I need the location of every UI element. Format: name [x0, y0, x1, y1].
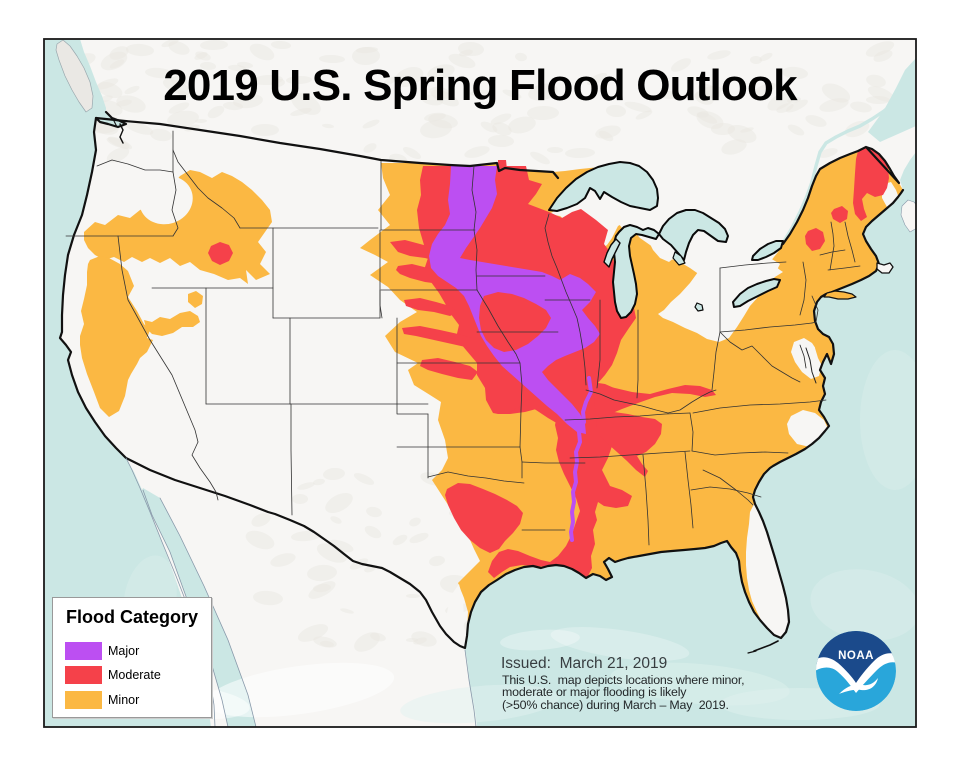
svg-text:NOAA: NOAA [838, 650, 874, 662]
